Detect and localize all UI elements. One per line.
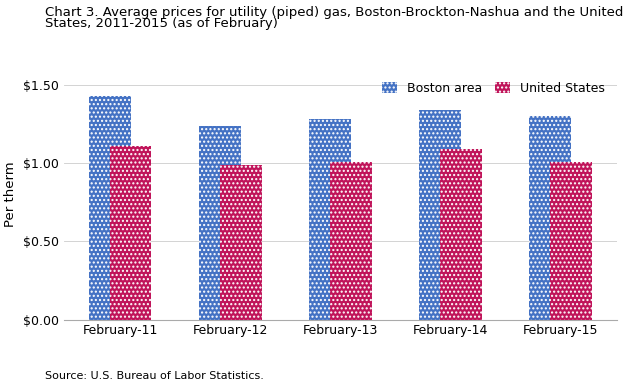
Bar: [109, 146, 151, 320]
Text: Chart 3. Average prices for utility (piped) gas, Boston-Brockton-Nashua and the : Chart 3. Average prices for utility (pip…: [45, 6, 623, 19]
Text: States, 2011-2015 (as of February): States, 2011-2015 (as of February): [45, 17, 277, 30]
Bar: [330, 162, 371, 320]
Bar: [529, 116, 571, 320]
Bar: [419, 110, 461, 320]
Text: Source: U.S. Bureau of Labor Statistics.: Source: U.S. Bureau of Labor Statistics.: [45, 371, 263, 381]
Bar: [219, 165, 261, 320]
Bar: [440, 149, 481, 320]
Legend: Boston area, United States: Boston area, United States: [375, 75, 611, 101]
Bar: [199, 126, 240, 320]
Y-axis label: Per therm: Per therm: [4, 162, 17, 227]
Bar: [550, 162, 591, 320]
Bar: [89, 96, 130, 320]
Bar: [309, 119, 350, 320]
